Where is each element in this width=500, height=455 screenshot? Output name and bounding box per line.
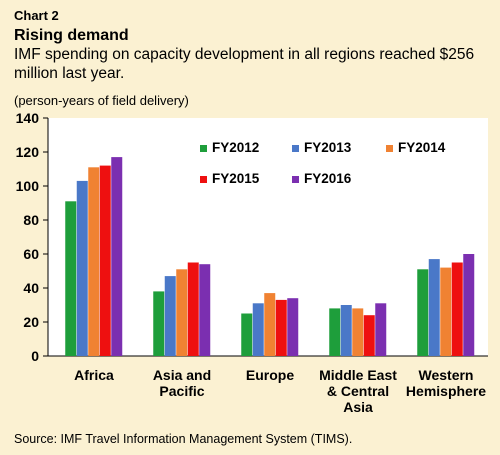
bar-fy2015-5: [451, 262, 463, 356]
bar-fy2016-4: [375, 303, 387, 356]
category-label: Pacific: [159, 383, 204, 399]
legend-label-fy2012: FY2012: [212, 140, 259, 155]
bar-fy2012-4: [329, 308, 341, 356]
category-label: Africa: [74, 367, 114, 383]
bar-fy2015-2: [187, 262, 199, 356]
bar-fy2012-1: [65, 201, 77, 356]
chart-label: Chart 2: [14, 8, 59, 23]
legend-label-fy2014: FY2014: [398, 140, 446, 155]
category-label: Europe: [246, 367, 294, 383]
chart-subtitle: IMF spending on capacity development in …: [14, 46, 475, 82]
bar-fy2015-1: [99, 165, 111, 356]
bar-fy2012-3: [241, 313, 253, 356]
bar-fy2013-5: [428, 259, 440, 356]
legend-label-fy2016: FY2016: [304, 171, 352, 186]
category-label: & Central: [327, 383, 389, 399]
y-tick-label: 20: [23, 314, 39, 330]
bar-fy2014-3: [264, 293, 276, 356]
bar-fy2014-4: [352, 308, 364, 356]
bar-fy2016-5: [463, 254, 475, 356]
bar-fy2014-1: [88, 167, 100, 356]
y-tick-label: 120: [16, 144, 40, 160]
bar-fy2016-1: [111, 157, 123, 356]
legend-label-fy2015: FY2015: [212, 171, 260, 186]
legend-swatch-fy2016: [292, 176, 299, 183]
legend-label-fy2013: FY2013: [304, 140, 352, 155]
bar-fy2016-2: [199, 264, 211, 356]
bar-fy2013-1: [76, 180, 88, 356]
y-tick-label: 100: [16, 178, 40, 194]
category-label: Middle East: [319, 367, 397, 383]
y-tick-label: 60: [23, 246, 39, 262]
legend-swatch-fy2013: [292, 145, 299, 152]
y-tick-label: 40: [23, 280, 39, 296]
bar-fy2014-2: [176, 269, 188, 356]
source-note: Source: IMF Travel Information Managemen…: [14, 432, 353, 446]
y-tick-label: 140: [16, 110, 40, 126]
category-label: Western: [419, 367, 474, 383]
legend-swatch-fy2015: [200, 176, 207, 183]
y-tick-label: 0: [31, 348, 39, 364]
bar-fy2012-2: [153, 291, 165, 356]
bar-fy2014-5: [440, 267, 452, 356]
chart-title: Rising demand: [14, 27, 129, 44]
bar-fy2015-3: [275, 299, 287, 356]
y-unit-label: (person-years of field delivery): [14, 93, 189, 108]
bar-fy2013-4: [340, 305, 352, 356]
legend-swatch-fy2012: [200, 145, 207, 152]
bar-fy2013-2: [164, 276, 176, 356]
bar-fy2012-5: [417, 269, 429, 356]
legend-swatch-fy2014: [386, 145, 393, 152]
category-label: Hemisphere: [406, 383, 486, 399]
category-label: Asia and: [153, 367, 211, 383]
bar-fy2016-3: [287, 298, 299, 356]
bar-fy2013-3: [252, 303, 264, 356]
bar-fy2015-4: [363, 315, 375, 356]
category-label: Asia: [343, 399, 373, 415]
y-tick-label: 80: [23, 212, 39, 228]
